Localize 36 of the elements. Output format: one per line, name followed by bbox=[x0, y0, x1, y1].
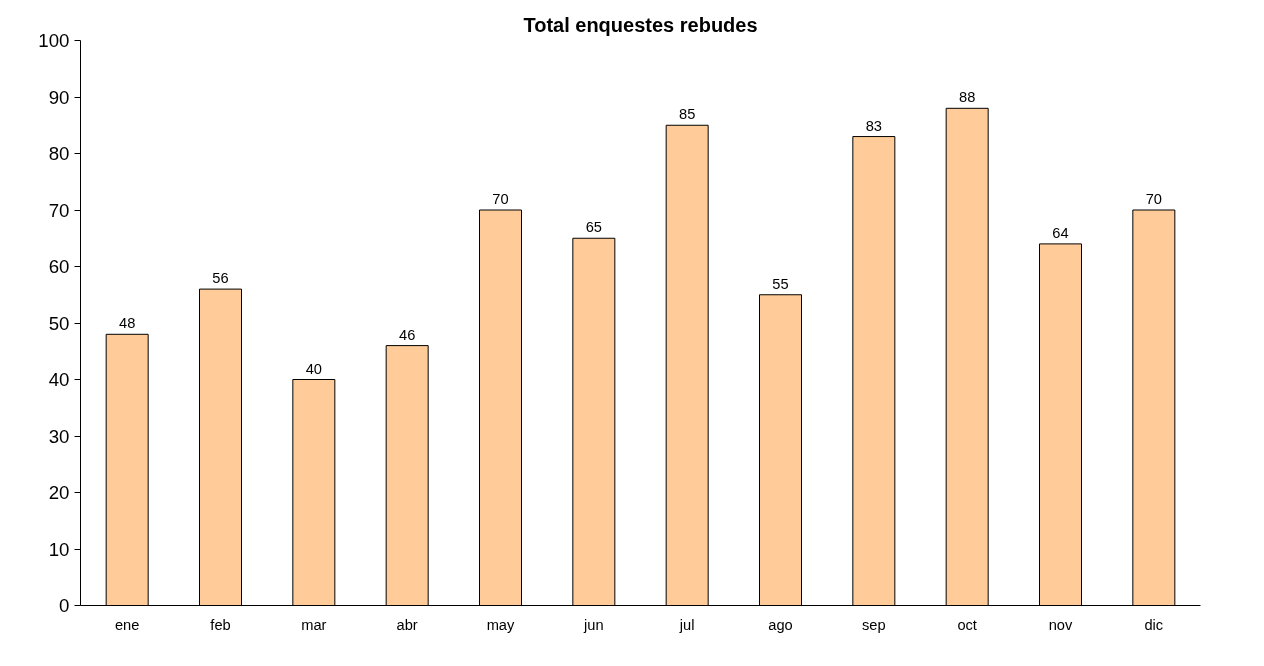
data-label: 85 bbox=[679, 106, 696, 123]
chart-title: Total enquestes rebudes bbox=[523, 13, 758, 36]
x-tick-label: sep bbox=[862, 616, 886, 633]
x-tick-label: jun bbox=[583, 616, 604, 633]
data-label: 48 bbox=[119, 315, 136, 332]
data-label: 64 bbox=[1052, 224, 1069, 241]
y-tick-label: 0 bbox=[59, 595, 70, 616]
y-tick-label: 50 bbox=[48, 312, 70, 334]
x-tick-label: mar bbox=[301, 616, 327, 633]
x-tick-label: jul bbox=[678, 616, 695, 633]
y-tick-label: 100 bbox=[38, 30, 70, 51]
x-tick-label: nov bbox=[1048, 616, 1073, 633]
data-label: 56 bbox=[212, 270, 229, 287]
x-tick-label: oct bbox=[957, 616, 977, 633]
data-label: 70 bbox=[1145, 191, 1162, 207]
data-label: 65 bbox=[585, 219, 602, 236]
data-label: 55 bbox=[772, 275, 789, 292]
x-tick-label: abr bbox=[396, 616, 418, 633]
y-tick-label: 80 bbox=[48, 143, 70, 164]
y-tick-label: 20 bbox=[48, 482, 70, 503]
y-tick-label: 90 bbox=[48, 86, 70, 108]
data-label: 70 bbox=[492, 191, 509, 207]
data-label: 83 bbox=[865, 117, 882, 134]
data-label: 46 bbox=[399, 326, 416, 343]
x-tick-label: dic bbox=[1144, 616, 1164, 633]
x-tick-label: ene bbox=[114, 616, 140, 633]
y-tick-label: 10 bbox=[48, 538, 70, 560]
y-tick-label: 30 bbox=[48, 425, 70, 447]
data-label: 40 bbox=[305, 360, 322, 377]
data-label: 88 bbox=[959, 89, 976, 106]
x-tick-label: ago bbox=[768, 616, 793, 633]
x-tick-label: may bbox=[486, 616, 516, 633]
x-tick-label: feb bbox=[210, 616, 231, 633]
y-tick-label: 60 bbox=[48, 256, 70, 277]
y-tick-label: 40 bbox=[48, 369, 70, 390]
y-tick-label: 70 bbox=[48, 199, 70, 221]
